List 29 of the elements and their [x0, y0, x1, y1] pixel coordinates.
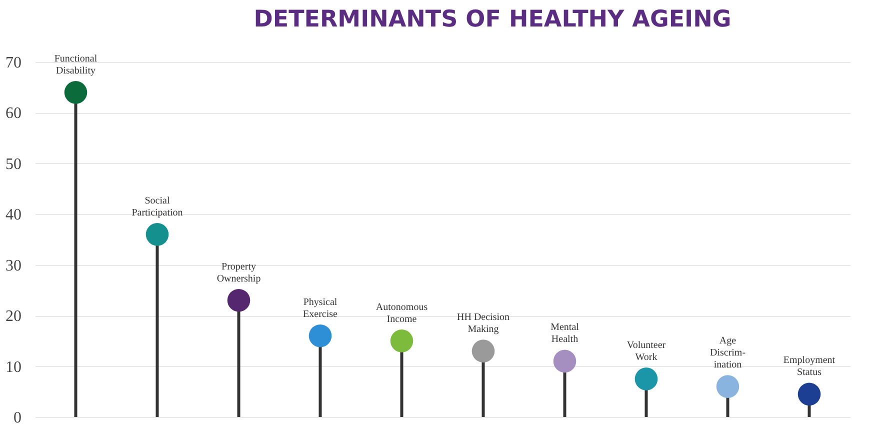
y-tick-label: 40	[6, 206, 22, 224]
x-tick-label: Mental Health	[550, 322, 580, 346]
point	[64, 81, 88, 104]
x-tick-label: Employment Status	[783, 355, 836, 378]
y-tick-label: 20	[6, 308, 22, 326]
y-tick-label: 30	[6, 257, 22, 274]
point	[146, 223, 169, 246]
x-tick-label: Social Participation	[132, 195, 183, 218]
y-tick-label: 50	[6, 156, 22, 173]
x-tick-label: HH Decision Making	[457, 312, 510, 336]
point	[390, 330, 414, 352]
point	[227, 288, 250, 312]
y-tick-label: 10	[6, 358, 22, 376]
point	[472, 340, 495, 362]
chart-title: DETERMINANTS OF HEALTHY AGEING	[254, 6, 732, 32]
x-tick-label: Physical Exercise	[303, 296, 338, 320]
point	[308, 324, 332, 348]
y-tick-label: 60	[6, 105, 22, 122]
x-tick-label: Age Discrim- ination	[710, 336, 746, 371]
point	[634, 368, 658, 390]
x-tick-label: Functional Disability	[54, 53, 98, 76]
point	[798, 382, 821, 406]
y-tick-label: 0	[14, 410, 22, 426]
x-tick-label: Autonomous Income	[376, 302, 428, 325]
point	[553, 350, 576, 373]
x-tick-label: Volunteer Work	[626, 340, 666, 363]
x-tick-label: Property Ownership	[216, 261, 261, 284]
point	[716, 375, 740, 398]
y-tick-label: 70	[6, 54, 22, 72]
